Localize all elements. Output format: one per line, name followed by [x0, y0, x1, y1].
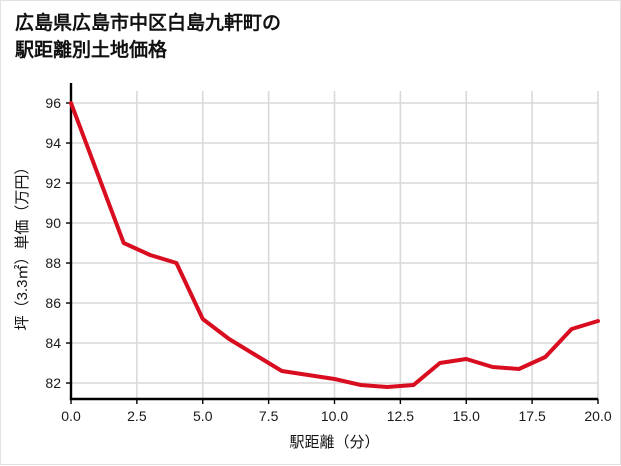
x-tick-label: 15.0 — [453, 408, 480, 424]
x-axis-title: 駅距離（分） — [289, 433, 379, 451]
y-tick-label: 96 — [45, 95, 61, 111]
x-tick-label: 12.5 — [387, 408, 414, 424]
x-tick-label: 5.0 — [193, 408, 213, 424]
x-tick-label: 17.5 — [519, 408, 546, 424]
y-tick-label: 94 — [45, 135, 61, 151]
y-tick-label: 88 — [45, 255, 61, 271]
x-gridlines-group — [136, 91, 599, 399]
x-tick-labels-group: 0.0 2.5 5.0 7.5 10.0 12.5 15.0 17.5 20.0 — [61, 399, 612, 424]
x-tick-label: 7.5 — [259, 408, 279, 424]
y-tick-label: 86 — [45, 295, 61, 311]
y-tick-label: 90 — [45, 215, 61, 231]
x-tick-label: 10.0 — [321, 408, 348, 424]
y-tick-labels-group: 82 84 86 88 90 92 94 96 — [45, 95, 71, 391]
y-axis-title: 坪（3.3㎡）単価（万円） — [14, 160, 31, 331]
y-tick-label: 84 — [45, 335, 61, 351]
y-tick-label: 92 — [45, 175, 61, 191]
x-tick-label: 20.0 — [584, 408, 611, 424]
price-line-series — [69, 101, 600, 389]
x-tick-label: 2.5 — [127, 408, 147, 424]
page-title: 広島県広島市中区白島九軒町の 駅距離別土地価格 — [15, 13, 282, 61]
y-tick-label: 82 — [45, 375, 61, 391]
x-tick-label: 0.0 — [61, 408, 81, 424]
